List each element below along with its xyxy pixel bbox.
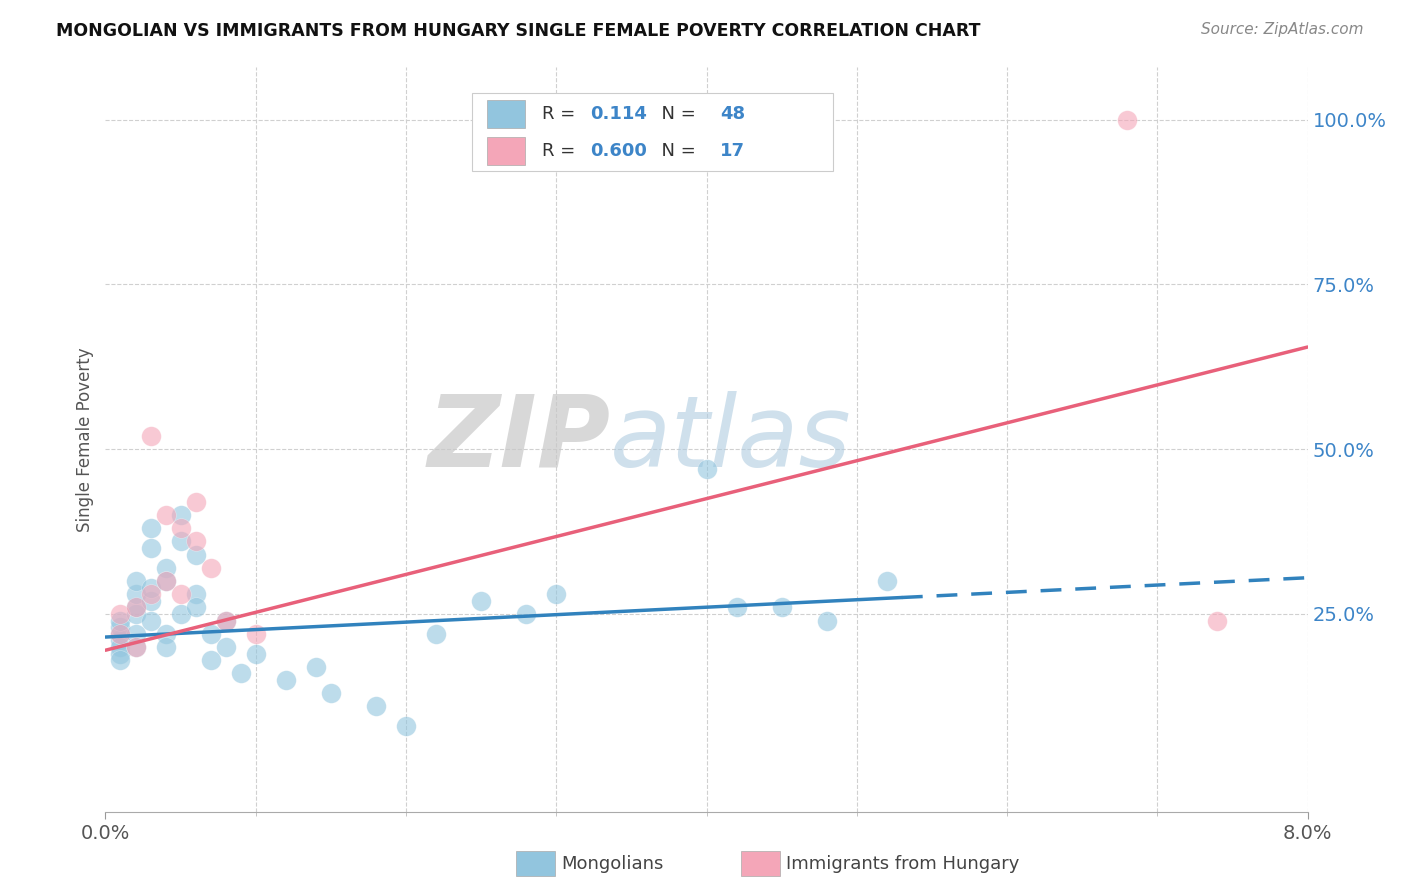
Point xyxy=(155,574,177,588)
FancyBboxPatch shape xyxy=(472,93,832,171)
Point xyxy=(139,581,162,595)
Text: R =: R = xyxy=(541,105,581,123)
Point xyxy=(245,626,267,640)
Point xyxy=(169,607,191,621)
Point xyxy=(139,541,162,555)
Text: R =: R = xyxy=(541,142,581,160)
Point xyxy=(110,614,132,628)
Point xyxy=(200,561,222,575)
Text: Source: ZipAtlas.com: Source: ZipAtlas.com xyxy=(1201,22,1364,37)
Point xyxy=(214,614,236,628)
Text: Mongolians: Mongolians xyxy=(561,855,664,873)
Point xyxy=(124,587,146,601)
Text: 0.600: 0.600 xyxy=(591,142,647,160)
Point xyxy=(184,587,207,601)
Point xyxy=(876,574,898,588)
Text: 17: 17 xyxy=(720,142,745,160)
Text: Immigrants from Hungary: Immigrants from Hungary xyxy=(786,855,1019,873)
Point xyxy=(124,600,146,615)
Point xyxy=(725,600,748,615)
Point xyxy=(696,462,718,476)
Point xyxy=(169,587,191,601)
Point xyxy=(1116,112,1139,127)
Point xyxy=(110,626,132,640)
Text: N =: N = xyxy=(650,142,702,160)
Point xyxy=(139,614,162,628)
Point xyxy=(470,594,492,608)
Point xyxy=(155,574,177,588)
Point xyxy=(169,534,191,549)
Point xyxy=(110,640,132,654)
Point xyxy=(139,429,162,443)
Point xyxy=(124,640,146,654)
Point xyxy=(305,659,328,673)
Point xyxy=(214,640,236,654)
Point xyxy=(245,647,267,661)
Point xyxy=(364,699,387,714)
Point xyxy=(155,626,177,640)
Point xyxy=(169,521,191,535)
Point xyxy=(184,548,207,562)
Point xyxy=(169,508,191,522)
Point xyxy=(200,626,222,640)
Point xyxy=(155,508,177,522)
Point xyxy=(770,600,793,615)
Point xyxy=(124,626,146,640)
Point xyxy=(155,561,177,575)
Point xyxy=(815,614,838,628)
Point xyxy=(124,574,146,588)
Point xyxy=(124,607,146,621)
Point xyxy=(515,607,537,621)
Point xyxy=(395,719,418,733)
Point xyxy=(184,534,207,549)
Bar xyxy=(486,100,524,128)
Point xyxy=(200,653,222,667)
Y-axis label: Single Female Poverty: Single Female Poverty xyxy=(76,347,94,532)
Point xyxy=(319,686,342,700)
Point xyxy=(139,587,162,601)
Point xyxy=(229,666,252,681)
Point xyxy=(139,594,162,608)
Point xyxy=(184,495,207,509)
Point xyxy=(546,587,568,601)
Point xyxy=(124,600,146,615)
Point xyxy=(110,647,132,661)
Point xyxy=(110,633,132,648)
Point xyxy=(124,640,146,654)
Point xyxy=(425,626,447,640)
Point xyxy=(110,607,132,621)
Point xyxy=(110,626,132,640)
Bar xyxy=(486,136,524,165)
Point xyxy=(1206,614,1229,628)
Point xyxy=(110,653,132,667)
Text: MONGOLIAN VS IMMIGRANTS FROM HUNGARY SINGLE FEMALE POVERTY CORRELATION CHART: MONGOLIAN VS IMMIGRANTS FROM HUNGARY SIN… xyxy=(56,22,981,40)
Text: 0.114: 0.114 xyxy=(591,105,647,123)
Point xyxy=(139,521,162,535)
Point xyxy=(155,640,177,654)
Text: N =: N = xyxy=(650,105,702,123)
Text: ZIP: ZIP xyxy=(427,391,610,488)
Point xyxy=(214,614,236,628)
Point xyxy=(110,620,132,634)
Point xyxy=(274,673,297,687)
Point xyxy=(184,600,207,615)
Text: atlas: atlas xyxy=(610,391,852,488)
Text: 48: 48 xyxy=(720,105,745,123)
